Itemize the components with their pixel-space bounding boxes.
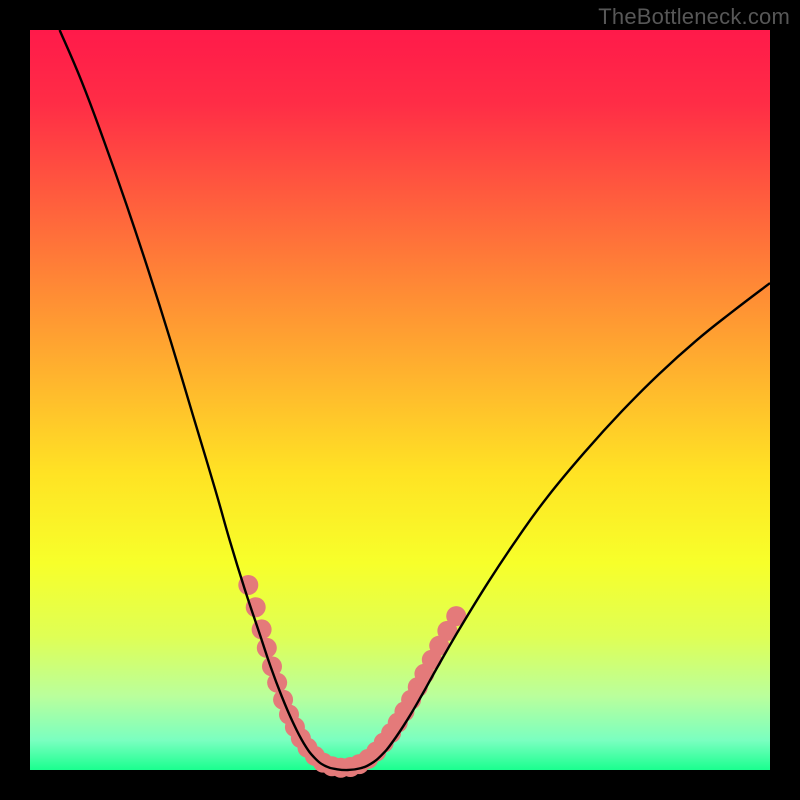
- plot-area: [30, 30, 770, 770]
- chart-frame: [0, 0, 800, 800]
- bottleneck-curve: [30, 30, 770, 770]
- watermark-text: TheBottleneck.com: [598, 4, 790, 30]
